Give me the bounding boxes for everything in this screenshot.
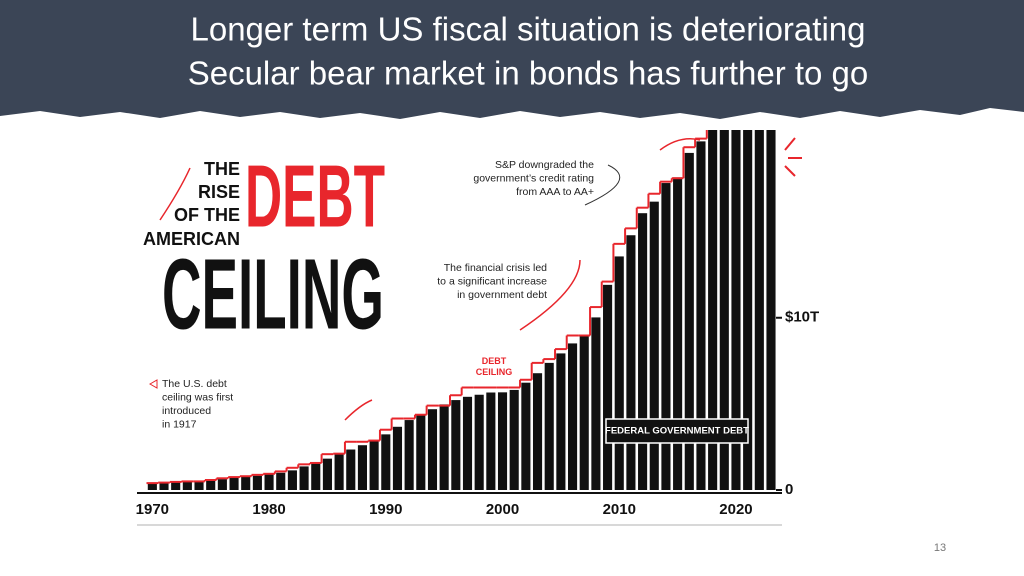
bar [334, 453, 344, 490]
bar [427, 409, 438, 490]
annotation-arrow [519, 259, 581, 331]
bar [579, 334, 589, 490]
annotation: The U.S. debt [162, 378, 227, 390]
bar [217, 479, 227, 490]
bar [147, 483, 157, 490]
burst [784, 165, 796, 177]
bar [252, 475, 262, 490]
bar [603, 284, 613, 490]
annotation: to a significant increase [437, 275, 547, 287]
chart-title: OF THE [174, 205, 240, 225]
bar [731, 130, 741, 490]
x-tick-label: 1990 [369, 501, 402, 518]
bar [532, 373, 543, 490]
bar [416, 414, 426, 490]
bar [357, 445, 368, 490]
chart-title-big: CEILING [162, 238, 384, 350]
bar [241, 476, 251, 490]
x-tick-label: 2020 [719, 501, 752, 518]
bar [311, 463, 321, 490]
bar [486, 392, 496, 490]
bar [743, 130, 753, 490]
bar [649, 201, 659, 490]
bar [264, 474, 274, 490]
x-tick-label: 2010 [603, 501, 636, 518]
bar [521, 382, 531, 490]
bar [159, 482, 169, 490]
annotation: in 1917 [162, 418, 197, 430]
chart-title-big: DEBT [245, 146, 385, 245]
bar [182, 481, 192, 490]
x-tick-label: 1970 [136, 501, 169, 518]
annotation: from AAA to AA+ [516, 186, 594, 198]
chart-title: RISE [198, 182, 240, 202]
chart-title: THE [204, 159, 240, 179]
annotation: The financial crisis led [444, 262, 547, 274]
bar [661, 183, 671, 491]
bar [638, 213, 648, 490]
bar [287, 470, 297, 490]
bar [229, 477, 239, 490]
bar [276, 472, 286, 490]
bar [369, 440, 379, 490]
bar [568, 343, 578, 490]
annotation-arrow [584, 164, 621, 206]
bar [346, 449, 356, 490]
bar [299, 466, 309, 490]
legend-label: FEDERAL GOVERNMENT DEBT [605, 426, 749, 437]
bar [626, 235, 636, 490]
bar [381, 434, 391, 490]
bar [696, 141, 706, 491]
bar [171, 482, 181, 490]
annotation-arrow [159, 167, 191, 221]
annotation: ceiling was first [162, 391, 233, 403]
annotation-arrow [344, 399, 373, 421]
bar [404, 420, 414, 490]
header-title: Longer term US fiscal situation is deter… [191, 11, 866, 48]
bar [206, 480, 216, 490]
bar [509, 389, 519, 490]
bar [451, 400, 461, 490]
annotation: S&P downgraded the [495, 159, 594, 171]
x-tick-label: 2000 [486, 501, 519, 518]
bar [673, 177, 683, 491]
x-tick-label: 1980 [252, 501, 285, 518]
bar [497, 392, 508, 490]
bar [766, 130, 776, 491]
bar [474, 394, 484, 490]
annotation: in government debt [457, 289, 547, 301]
burst [784, 137, 796, 151]
annotation: government’s credit rating [473, 172, 594, 184]
header-band [0, 0, 1024, 119]
bar [754, 130, 764, 491]
y-tick-label: $10T [785, 309, 819, 326]
ceiling-label: DEBT CEILING [475, 356, 513, 377]
y-tick-label: 0 [785, 481, 793, 498]
bar [439, 404, 449, 490]
bar [544, 362, 554, 490]
legend-box [605, 418, 749, 444]
plot-area [146, 130, 776, 491]
annotation-arrow [659, 138, 701, 151]
page-number: 13 [934, 542, 946, 554]
bar [462, 396, 473, 490]
bar [392, 426, 403, 490]
bar [684, 152, 694, 490]
bar [708, 130, 718, 491]
header-subtitle: Secular bear market in bonds has further… [188, 55, 869, 92]
annotation: introduced [162, 405, 211, 417]
bar [194, 481, 204, 490]
bar [614, 256, 624, 490]
bar [719, 130, 729, 490]
annotation-arrow [148, 379, 158, 389]
bar [556, 353, 566, 490]
chart-title: AMERICAN [143, 229, 240, 249]
bar [591, 317, 601, 490]
bar [322, 458, 332, 490]
